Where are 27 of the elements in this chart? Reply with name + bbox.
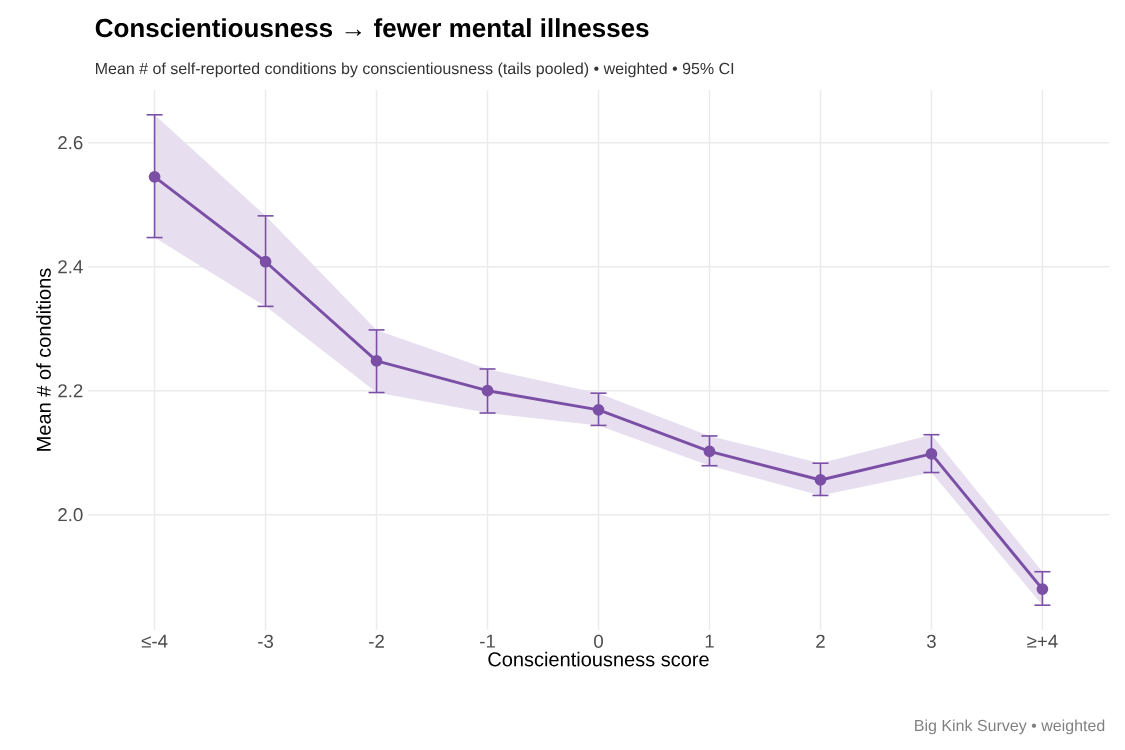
y-tick-label: 2.0 <box>58 508 83 522</box>
x-tick-label: 2 <box>816 634 825 648</box>
x-tick-label: ≤-4 <box>141 634 168 648</box>
point <box>148 170 161 183</box>
x-axis-title: Conscientiousness score <box>488 651 709 667</box>
point <box>1036 583 1049 595</box>
chart-subtitle: Mean # of self-reported conditions by conscientiousness (tails pooled) • weighted • 95% CI <box>96 62 734 78</box>
x-tick-label: -3 <box>258 634 274 648</box>
point <box>592 404 605 416</box>
y-tick-label: 2.2 <box>58 384 83 398</box>
x-tick-label: 0 <box>594 634 603 648</box>
point <box>259 255 272 268</box>
text: Big Kink Survey • weighted <box>915 719 1105 735</box>
x-tick-label: -1 <box>480 634 495 648</box>
y-axis-title: Mean # of conditions <box>36 268 51 451</box>
chart-title: Conscientiousness → fewer mental illnesses <box>95 18 649 38</box>
point <box>481 384 494 397</box>
point <box>925 448 938 460</box>
y-tick-label: 2.6 <box>58 136 83 150</box>
x-tick-label: 1 <box>705 634 714 648</box>
point <box>814 474 827 486</box>
x-tick-label: 3 <box>926 634 936 648</box>
y-tick-label: 2.4 <box>58 260 83 274</box>
x-tick-label: ≥+4 <box>1027 634 1058 648</box>
x-tick-label: -2 <box>369 634 384 648</box>
point <box>370 355 383 367</box>
point <box>703 445 716 458</box>
